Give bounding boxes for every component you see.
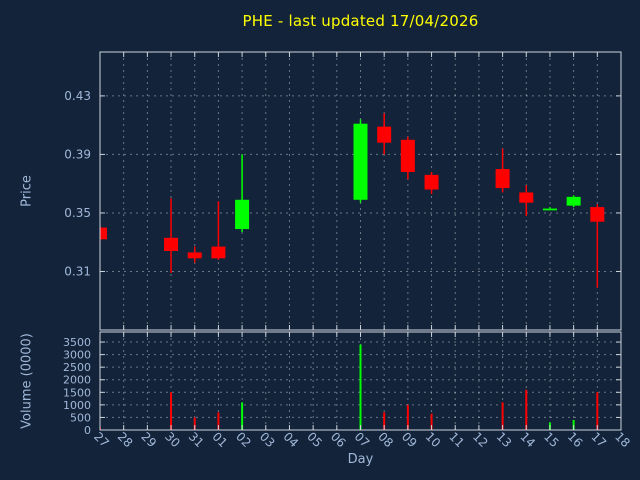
day-tick-label: 01 — [209, 429, 230, 450]
price-tick-label: 0.35 — [64, 206, 91, 220]
chart-title: PHE - last updated 17/04/2026 — [242, 12, 479, 30]
candle-body — [164, 237, 179, 251]
day-tick-label: 30 — [162, 429, 183, 450]
day-tick-label: 29 — [138, 429, 159, 450]
candle-body — [519, 192, 534, 203]
volume-tick-label: 500 — [70, 411, 91, 424]
volume-layer — [100, 344, 599, 430]
day-tick-label: 13 — [494, 429, 515, 450]
volume-tick-label: 0 — [84, 424, 91, 437]
day-tick-label: 10 — [423, 429, 444, 450]
day-tick-label: 15 — [541, 429, 562, 450]
day-tick-label: 11 — [446, 429, 467, 450]
day-tick-label: 14 — [517, 429, 538, 450]
day-tick-label: 28 — [115, 429, 136, 450]
day-tick-label: 12 — [470, 429, 491, 450]
day-tick-label: 04 — [281, 429, 302, 450]
candle-body — [495, 169, 510, 189]
volume-tick-label: 3000 — [63, 349, 91, 362]
candle-body — [235, 199, 250, 230]
candle-body — [542, 208, 557, 211]
candle-body — [377, 126, 392, 143]
price-tick-label: 0.39 — [64, 147, 91, 161]
day-tick-label: 06 — [328, 429, 349, 450]
candle-body — [400, 139, 415, 172]
day-tick-label: 08 — [375, 429, 396, 450]
day-tick-label: 27 — [91, 429, 112, 450]
day-tick-label: 16 — [565, 429, 586, 450]
day-tick-label: 09 — [399, 429, 420, 450]
price-tick-label: 0.31 — [64, 264, 91, 278]
day-tick-label: 17 — [588, 429, 609, 450]
day-tick-label: 18 — [612, 429, 633, 450]
day-tick-label: 05 — [304, 429, 325, 450]
candle-body — [100, 227, 107, 240]
volume-tick-label: 2500 — [63, 361, 91, 374]
day-tick-label: 02 — [233, 429, 254, 450]
volume-tick-label: 3500 — [63, 336, 91, 349]
volume-tick-label: 1500 — [63, 386, 91, 399]
day-tick-label: 03 — [257, 429, 278, 450]
volume-tick-label: 2000 — [63, 374, 91, 387]
candles-layer — [100, 113, 605, 288]
x-axis-label: Day — [347, 452, 374, 467]
candle-body — [211, 246, 226, 259]
volume-tick-label: 1000 — [63, 399, 91, 412]
candle-body — [187, 252, 202, 259]
candle-body — [353, 123, 368, 200]
candle-body — [566, 196, 581, 206]
day-tick-label: 07 — [352, 429, 373, 450]
price-tick-label: 0.43 — [64, 89, 91, 103]
candle-body — [424, 174, 439, 190]
day-tick-label: 31 — [186, 429, 207, 450]
candle-body — [590, 207, 605, 222]
